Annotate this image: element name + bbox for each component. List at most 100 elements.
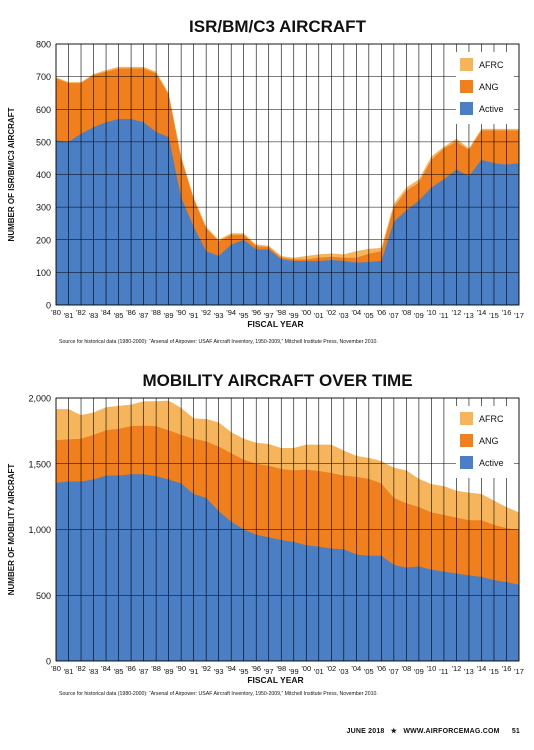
y-tick-label: 300 xyxy=(36,203,51,213)
x-tick-label: '95 xyxy=(239,667,249,676)
y-tick-label: 1,500 xyxy=(28,459,51,469)
y-tick-label: 2,000 xyxy=(28,394,51,404)
x-tick-label: '07 xyxy=(389,667,399,676)
legend-swatch-ang xyxy=(460,434,473,447)
plot-frame xyxy=(55,397,520,662)
legend-label-active: Active xyxy=(479,104,504,114)
x-tick-label: '08 xyxy=(401,308,411,317)
x-tick-label: '96 xyxy=(251,664,261,673)
chart-title: MOBILITY AIRCRAFT OVER TIME xyxy=(142,371,412,390)
x-tick-label: '13 xyxy=(464,667,474,676)
y-tick-label: 500 xyxy=(36,137,51,147)
legend-label-ang: ANG xyxy=(479,436,499,446)
x-tick-label: '88 xyxy=(151,308,161,317)
x-tick-label: '99 xyxy=(289,667,299,676)
x-tick-label: '89 xyxy=(164,667,174,676)
footer-star: ★ xyxy=(390,728,398,735)
x-tick-label: '06 xyxy=(376,308,386,317)
x-tick-label: '86 xyxy=(126,308,136,317)
x-tick-label: '96 xyxy=(251,308,261,317)
y-tick-label: 200 xyxy=(36,235,51,245)
chart-mobility: MOBILITY AIRCRAFT OVER TIME 0 500 1,000 1,50… xyxy=(7,371,524,697)
x-tick-label: '04 xyxy=(351,308,361,317)
x-tick-label: '94 xyxy=(226,664,236,673)
y-tick-label: 0 xyxy=(46,657,51,667)
x-tick-label: '90 xyxy=(176,664,186,673)
x-tick-label: '00 xyxy=(301,308,311,317)
legend-swatch-afrc xyxy=(460,58,473,71)
x-tick-label: '85 xyxy=(114,311,124,320)
chart-isr-bm-c3: ISR/BM/C3 AIRCRAFT 0 100 200 300 400 500 600 700… xyxy=(7,17,524,345)
x-tick-label: '16 xyxy=(502,308,512,317)
x-tick-label: '17 xyxy=(514,311,524,320)
x-tick-label: '12 xyxy=(452,664,462,673)
x-tick-label: '01 xyxy=(314,311,324,320)
x-tick-label: '81 xyxy=(64,311,74,320)
x-tick-label: '89 xyxy=(164,311,174,320)
x-tick-label: '05 xyxy=(364,667,374,676)
x-tick-label: '11 xyxy=(439,311,448,320)
legend-swatch-afrc xyxy=(460,412,473,425)
x-tick-label: '14 xyxy=(477,308,487,317)
x-tick-label: '97 xyxy=(264,667,274,676)
x-tick-label: '11 xyxy=(439,667,448,676)
x-tick-label: '91 xyxy=(189,311,199,320)
y-tick-label: 0 xyxy=(46,301,51,311)
x-tick-label: '85 xyxy=(114,667,124,676)
x-tick-label: '81 xyxy=(64,667,74,676)
x-tick-label: '15 xyxy=(489,311,499,320)
x-tick-label: '16 xyxy=(502,664,512,673)
source-note: Source for historical data (1980-2000): … xyxy=(59,339,378,345)
footer-site: WWW.AIRFORCEMAG.COM xyxy=(403,728,500,735)
footer-page-number: 51 xyxy=(511,728,520,735)
y-tick-label: 400 xyxy=(36,170,51,180)
x-tick-label: '15 xyxy=(489,667,499,676)
y-axis-label: NUMBER OF MOBILITY AIRCRAFT xyxy=(7,464,16,596)
x-tick-label: '83 xyxy=(89,667,99,676)
legend-label-afrc: AFRC xyxy=(479,60,504,70)
x-tick-label: '12 xyxy=(452,308,462,317)
x-tick-label: '86 xyxy=(126,664,136,673)
x-tick-label: '97 xyxy=(264,311,274,320)
x-tick-label: '98 xyxy=(276,308,286,317)
y-tick-label: 1,000 xyxy=(28,525,51,535)
x-tick-label: '87 xyxy=(139,667,149,676)
x-tick-label: '93 xyxy=(214,667,224,676)
x-tick-label: '92 xyxy=(201,664,211,673)
y-tick-label: 100 xyxy=(36,268,51,278)
x-tick-label: '09 xyxy=(414,667,424,676)
x-tick-label: '04 xyxy=(351,664,361,673)
x-tick-label: '00 xyxy=(301,664,311,673)
x-tick-label: '80 xyxy=(51,664,61,673)
footer-issue: JUNE 2018 xyxy=(346,728,385,735)
x-tick-label: '82 xyxy=(76,664,86,673)
x-tick-label: '88 xyxy=(151,664,161,673)
x-tick-label: '84 xyxy=(101,308,111,317)
source-note: Source for historical data (1980-2000): … xyxy=(59,691,378,697)
y-tick-label: 700 xyxy=(36,72,51,82)
x-tick-label: '01 xyxy=(314,667,324,676)
chart-title: ISR/BM/C3 AIRCRAFT xyxy=(189,17,367,36)
y-tick-label: 800 xyxy=(36,40,51,50)
x-tick-label: '05 xyxy=(364,311,374,320)
x-tick-label: '91 xyxy=(189,667,199,676)
x-tick-label: '94 xyxy=(226,308,236,317)
area-series-active xyxy=(56,474,519,661)
x-tick-label: '03 xyxy=(339,667,349,676)
x-axis-label: FISCAL YEAR xyxy=(247,675,303,685)
x-tick-label: '95 xyxy=(239,311,249,320)
x-tick-label: '87 xyxy=(139,311,149,320)
y-axis-label: NUMBER OF ISR/BM/C3 AIRCRAFT xyxy=(7,107,16,241)
x-tick-label: '14 xyxy=(477,664,487,673)
legend-label-afrc: AFRC xyxy=(479,414,504,424)
legend-swatch-active xyxy=(460,456,473,469)
x-tick-label: '09 xyxy=(414,311,424,320)
x-tick-label: '92 xyxy=(201,308,211,317)
x-tick-label: '06 xyxy=(376,664,386,673)
x-tick-label: '17 xyxy=(514,667,524,676)
x-tick-label: '02 xyxy=(326,308,336,317)
legend-swatch-active xyxy=(460,102,473,115)
x-tick-label: '02 xyxy=(326,664,336,673)
legend-swatch-ang xyxy=(460,80,473,93)
